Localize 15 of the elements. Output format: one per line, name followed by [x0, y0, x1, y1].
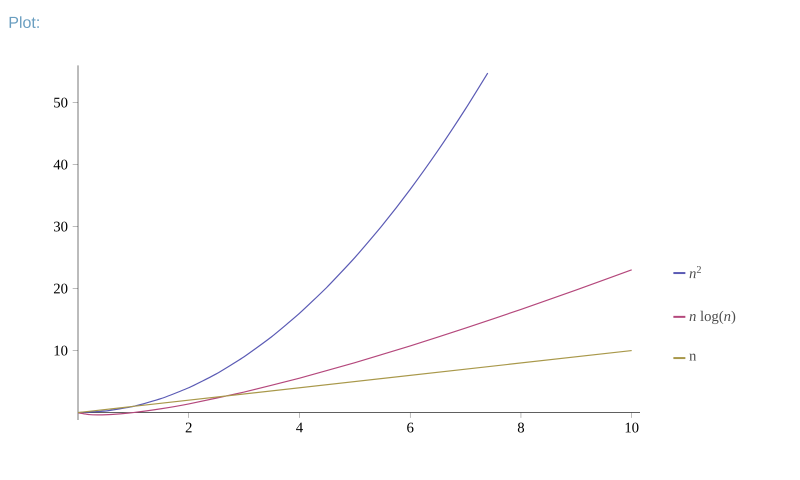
y-tick-label: 30	[54, 222, 68, 232]
legend-label: n log(n)	[690, 310, 736, 324]
y-tick-label: 20	[54, 284, 68, 294]
x-tick-label: 10	[626, 422, 638, 433]
legend-label: n	[689, 354, 696, 361]
y-tick-label: 10	[54, 346, 68, 356]
y-tick-label: 50	[54, 98, 68, 108]
x-tick-label: 2	[186, 422, 192, 432]
chart-title: Plot:	[10, 16, 39, 28]
y-tick-label: 40	[54, 160, 68, 170]
legend-label: n$^{2}$	[690, 266, 701, 278]
line-series	[78, 269, 632, 416]
x-tick-label: 6	[407, 422, 414, 432]
x-tick-label: 8	[518, 422, 524, 433]
x-tick-label: 4	[296, 422, 303, 432]
